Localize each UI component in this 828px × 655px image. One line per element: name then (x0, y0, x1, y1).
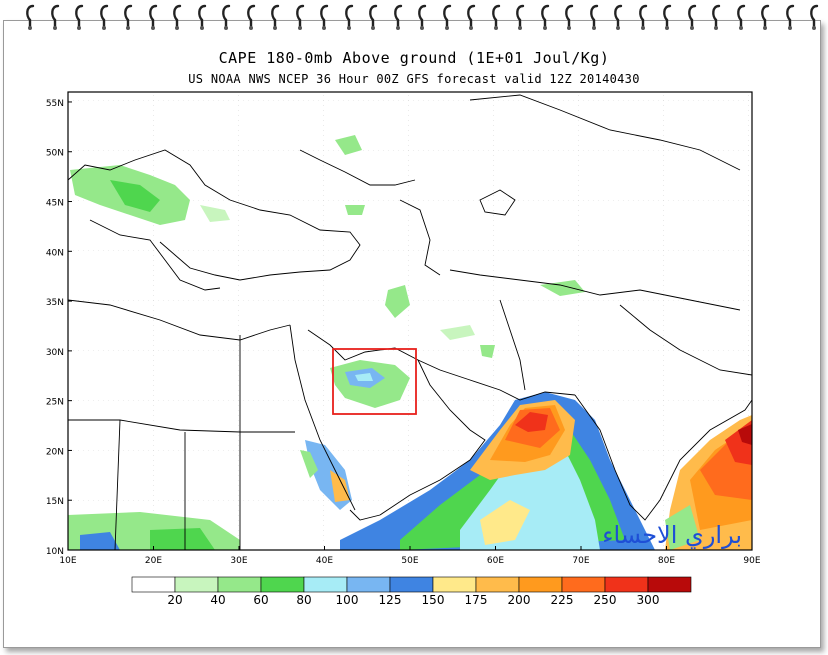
binding-ring-icon (465, 2, 477, 30)
lon-tick-label: 80E (658, 556, 675, 566)
binding-ring-icon (588, 2, 600, 30)
legend-label: 300 (637, 593, 660, 607)
binding-ring-icon (367, 2, 379, 30)
legend-label: 200 (508, 593, 531, 607)
lon-tick-label: 10E (59, 556, 76, 566)
lat-tick-label: 30N (46, 348, 64, 358)
lat-tick-label: 35N (46, 298, 64, 308)
binding-ring-icon (759, 2, 771, 30)
binding-ring-icon (661, 2, 673, 30)
legend-label: 20 (167, 593, 182, 607)
binding-ring-icon (147, 2, 159, 30)
legend-label: 125 (379, 593, 402, 607)
legend-label: 100 (336, 593, 359, 607)
legend-label: 60 (253, 593, 268, 607)
legend-swatch (217, 576, 262, 593)
legend-swatch (260, 576, 305, 593)
legend-label: 250 (594, 593, 617, 607)
legend-swatch (475, 576, 520, 593)
binding-ring-icon (416, 2, 428, 30)
legend-label: 40 (210, 593, 225, 607)
binding-ring-icon (220, 2, 232, 30)
legend-swatch (518, 576, 563, 593)
legend-swatch (174, 576, 219, 593)
latitude-tick-labels: 55N 50N 45N 40N 35N 30N 25N 20N 15N 10N (46, 99, 72, 557)
highlight-box (332, 348, 417, 415)
binding-ring-icon (196, 2, 208, 30)
legend-swatch (561, 576, 606, 593)
binding-ring-icon (784, 2, 796, 30)
legend-swatch (303, 576, 348, 593)
binding-ring-icon (122, 2, 134, 30)
lat-tick-label: 15N (46, 497, 64, 507)
lon-tick-label: 70E (572, 556, 589, 566)
colour-legend: 20 40 60 80 100 125 150 175 200 225 250 300 (131, 576, 692, 607)
lon-tick-label: 60E (487, 556, 504, 566)
legend-swatch (346, 576, 391, 593)
lat-tick-label: 45N (46, 199, 64, 209)
binding-ring-icon (49, 2, 61, 30)
legend-swatch (131, 576, 176, 593)
binding-ring-icon (710, 2, 722, 30)
spiral-binding (0, 0, 828, 34)
binding-ring-icon (539, 2, 551, 30)
legend-label: 175 (465, 593, 488, 607)
binding-ring-icon (808, 2, 820, 30)
legend-label: 80 (296, 593, 311, 607)
binding-ring-icon (269, 2, 281, 30)
lon-tick-label: 20E (145, 556, 162, 566)
binding-ring-icon (245, 2, 257, 30)
lat-tick-label: 40N (46, 248, 64, 258)
cape-shading (68, 135, 752, 550)
binding-ring-icon (563, 2, 575, 30)
binding-ring-icon (637, 2, 649, 30)
map-subtitle: US NOAA NWS NCEP 36 Hour 00Z GFS forecas… (188, 72, 640, 86)
binding-ring-icon (98, 2, 110, 30)
lon-tick-label: 40E (316, 556, 333, 566)
legend-label: 150 (422, 593, 445, 607)
legend-swatch (432, 576, 477, 593)
lat-tick-label: 25N (46, 398, 64, 408)
lat-tick-label: 20N (46, 447, 64, 457)
lat-tick-label: 50N (46, 149, 64, 159)
grid-lines (68, 92, 752, 550)
binding-ring-icon (490, 2, 502, 30)
binding-ring-icon (343, 2, 355, 30)
legend-swatch (647, 576, 692, 593)
coastlines (68, 94, 752, 550)
binding-ring-icon (735, 2, 747, 30)
binding-ring-icon (686, 2, 698, 30)
lon-tick-label: 30E (230, 556, 247, 566)
map-title: CAPE 180-0mb Above ground (1E+01 Joul/Kg… (218, 49, 610, 67)
legend-swatch (389, 576, 434, 593)
binding-ring-icon (441, 2, 453, 30)
lat-tick-label: 10N (46, 547, 64, 557)
lon-tick-label: 50E (401, 556, 418, 566)
binding-ring-icon (612, 2, 624, 30)
binding-ring-icon (318, 2, 330, 30)
lon-tick-label: 90E (743, 556, 760, 566)
binding-ring-icon (171, 2, 183, 30)
longitude-tick-labels: 10E 20E 30E 40E 50E 60E 70E 80E 90E (59, 546, 761, 566)
binding-ring-icon (24, 2, 36, 30)
binding-ring-icon (514, 2, 526, 30)
binding-ring-icon (294, 2, 306, 30)
legend-swatch (604, 576, 649, 593)
binding-ring-icon (73, 2, 85, 30)
legend-label: 225 (551, 593, 574, 607)
binding-ring-icon (392, 2, 404, 30)
watermark-text: براري الاحساء (602, 521, 742, 549)
lat-tick-label: 55N (46, 99, 64, 109)
